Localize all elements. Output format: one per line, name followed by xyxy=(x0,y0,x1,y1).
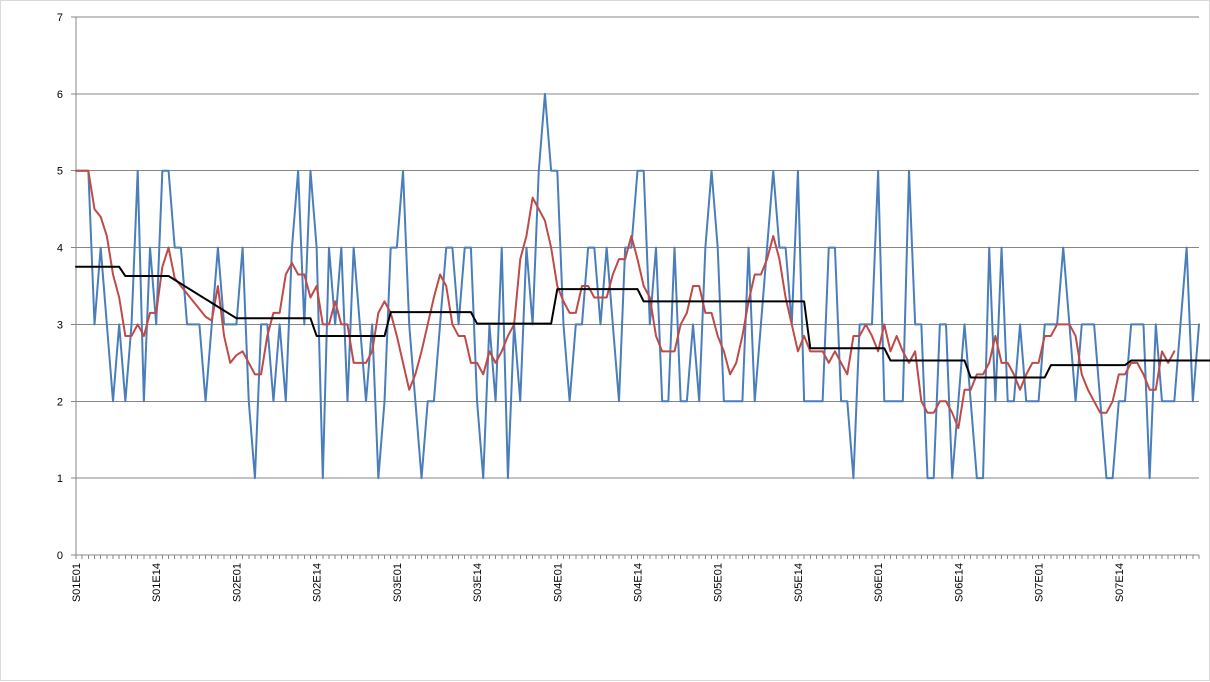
x-tick-label-S07E14: S07E14 xyxy=(1114,563,1126,602)
series-line-3 xyxy=(75,265,1210,379)
x-tick-label-S06E01: S06E01 xyxy=(873,563,885,602)
y-tick-label-1: 1 xyxy=(57,473,63,485)
x-tick-label-S02E01: S02E01 xyxy=(231,563,243,602)
x-tick-label-S04E14: S04E14 xyxy=(633,563,645,602)
x-tick-label-S05E14: S05E14 xyxy=(793,563,805,602)
y-tick-label-2: 2 xyxy=(57,396,63,408)
y-tick-label-6: 6 xyxy=(57,89,63,101)
y-tick-label-4: 4 xyxy=(57,243,63,255)
x-tick-label-S03E14: S03E14 xyxy=(472,563,484,602)
x-tick-label-S01E01: S01E01 xyxy=(71,563,83,602)
x-tick-label-S01E14: S01E14 xyxy=(151,563,163,602)
x-tick-label-S03E01: S03E01 xyxy=(392,563,404,602)
x-tick-label-S06E14: S06E14 xyxy=(953,563,965,602)
y-tick-label-3: 3 xyxy=(57,319,63,331)
x-tick-label-S07E01: S07E01 xyxy=(1034,563,1046,602)
y-tick-label-7: 7 xyxy=(57,12,63,24)
x-tick-label-S05E01: S05E01 xyxy=(713,563,725,602)
y-tick-label-5: 5 xyxy=(57,166,63,178)
x-tick-label-S02E14: S02E14 xyxy=(312,563,324,602)
series-line-1 xyxy=(75,92,1200,480)
series-line-2 xyxy=(75,169,1176,430)
y-tick-label-0: 0 xyxy=(57,550,63,562)
x-tick-label-S04E01: S04E01 xyxy=(552,563,564,602)
